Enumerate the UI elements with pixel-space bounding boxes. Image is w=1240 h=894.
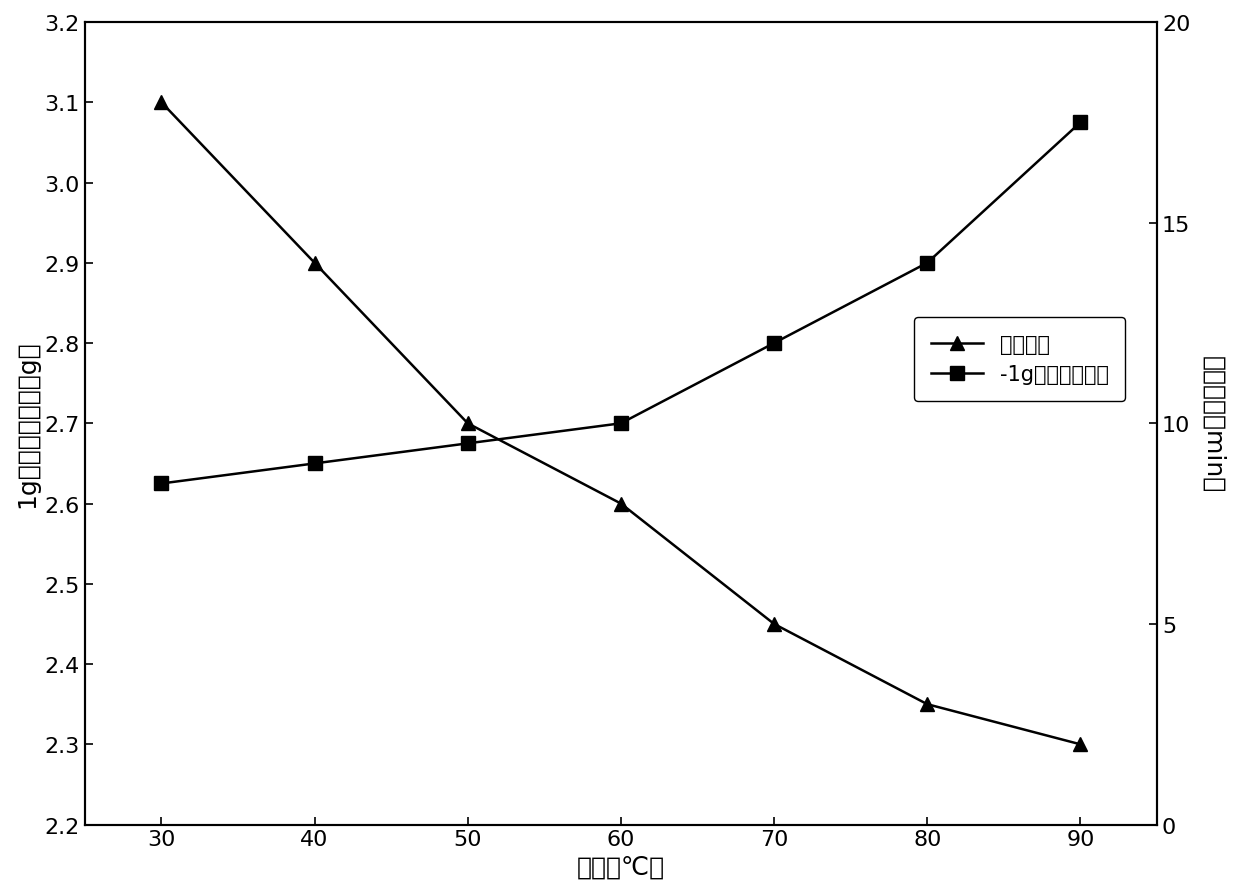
Y-axis label: 1g溶硫剂溶硫量（g）: 1g溶硫剂溶硫量（g） — [15, 340, 38, 508]
溶硫时间 — [308, 258, 322, 269]
-1g溶硫剂溶硫量 — [460, 438, 475, 449]
-1g溶硫剂溶硫量 — [308, 459, 322, 469]
Line: 溶硫时间: 溶硫时间 — [155, 97, 1087, 752]
Line: -1g溶硫剂溶硫量: -1g溶硫剂溶硫量 — [155, 116, 1087, 491]
-1g溶硫剂溶硫量 — [614, 418, 629, 429]
-1g溶硫剂溶硫量 — [920, 258, 935, 269]
溶硫时间 — [154, 97, 169, 108]
溶硫时间 — [766, 619, 781, 629]
-1g溶硫剂溶硫量 — [154, 478, 169, 489]
-1g溶硫剂溶硫量 — [1073, 118, 1087, 129]
溶硫时间 — [460, 418, 475, 429]
溶硫时间 — [920, 699, 935, 710]
Y-axis label: 溶硫时间（min）: 溶硫时间（min） — [1202, 355, 1225, 493]
Legend: 溶硫时间, -1g溶硫剂溶硫量: 溶硫时间, -1g溶硫剂溶硫量 — [914, 318, 1125, 401]
X-axis label: 温度（℃）: 温度（℃） — [577, 855, 665, 879]
溶硫时间 — [614, 499, 629, 510]
溶硫时间 — [1073, 739, 1087, 750]
-1g溶硫剂溶硫量 — [766, 338, 781, 349]
